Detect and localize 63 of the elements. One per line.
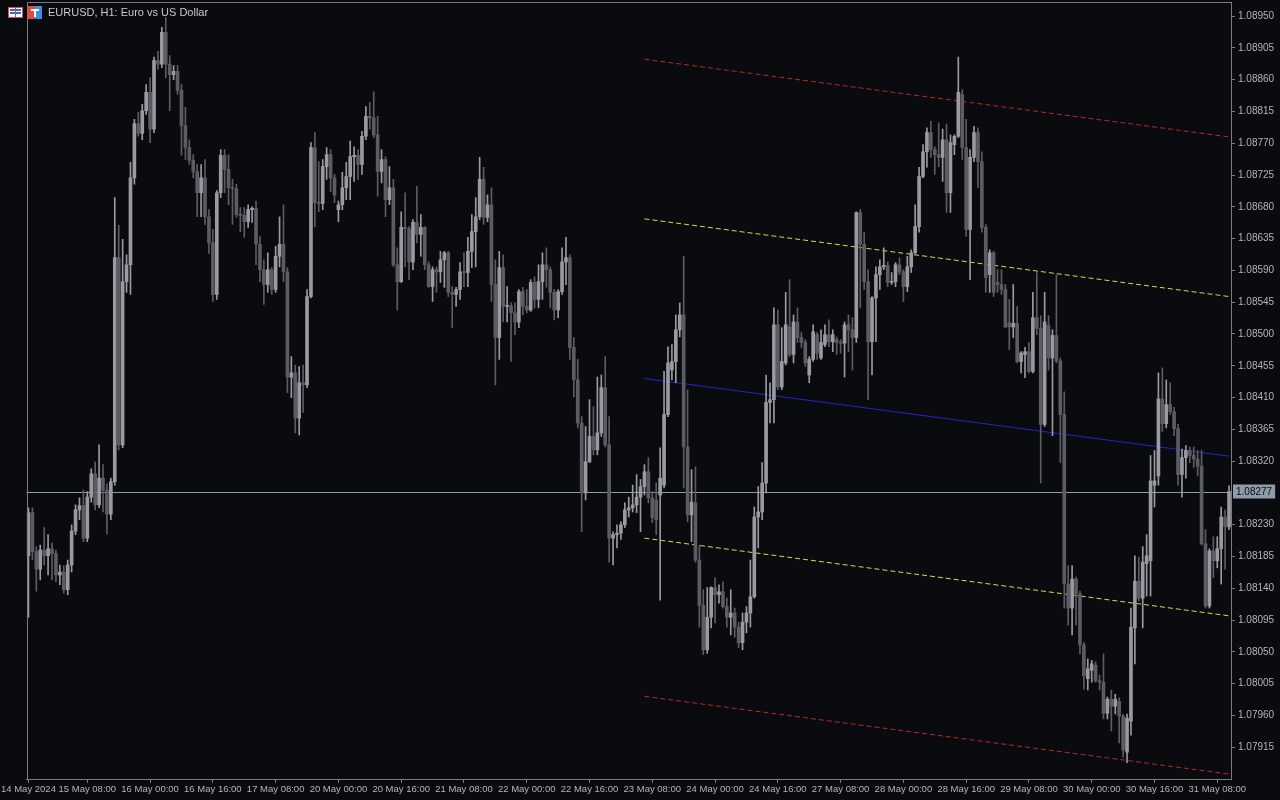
candlestick [1011, 284, 1016, 338]
x-tick-label: 16 May 00:00 [121, 783, 179, 795]
candlestick [509, 302, 513, 362]
y-tick-label: 1.08050 [1238, 645, 1275, 657]
y-tick-label: 1.08140 [1238, 582, 1275, 594]
y-tick-label: 1.08860 [1238, 73, 1275, 85]
candlestick [505, 286, 509, 323]
ref-line-label: 1.08277 [1236, 485, 1273, 497]
y-tick-label: 1.08095 [1238, 613, 1275, 625]
candlestick [717, 584, 721, 604]
chart-title: EURUSD, H1: Euro vs US Dollar [48, 6, 209, 18]
y-tick-label: 1.08905 [1238, 41, 1275, 53]
candlestick [462, 252, 466, 287]
y-tick-label: 1.08005 [1238, 677, 1275, 689]
y-tick-label: 1.08230 [1238, 518, 1275, 530]
x-tick-label: 15 May 08:00 [58, 783, 117, 795]
candlestick [58, 564, 62, 586]
x-tick-label: 20 May 16:00 [372, 783, 430, 795]
y-tick-label: 1.08950 [1238, 9, 1275, 21]
x-tick-label: 23 May 08:00 [623, 783, 682, 795]
x-tick-label: 24 May 00:00 [686, 783, 744, 795]
y-tick-label: 1.08545 [1238, 295, 1275, 307]
x-tick-label: 28 May 16:00 [937, 783, 995, 795]
x-tick-label: 31 May 08:00 [1188, 783, 1247, 795]
x-tick-label: 22 May 00:00 [497, 783, 556, 795]
y-tick-label: 1.08680 [1238, 200, 1275, 212]
x-tick-label: 14 May 2024 [1, 783, 56, 795]
candlestick [156, 51, 160, 70]
x-tick-label: 22 May 16:00 [560, 783, 619, 795]
candlestick [46, 534, 50, 576]
candlestick [301, 364, 305, 413]
y-tick-label: 1.08590 [1238, 264, 1275, 276]
x-tick-label: 17 May 08:00 [246, 783, 305, 795]
x-tick-label: 16 May 16:00 [184, 783, 242, 795]
x-tick-label: 28 May 00:00 [874, 783, 933, 795]
y-tick-label: 1.07960 [1238, 709, 1275, 721]
x-tick-label: 30 May 00:00 [1062, 783, 1121, 795]
y-tick-label: 1.08410 [1238, 391, 1275, 403]
x-tick-label: 30 May 16:00 [1125, 783, 1184, 795]
y-tick-label: 1.08770 [1238, 137, 1275, 149]
candlestick [50, 542, 54, 581]
candlestick [1223, 509, 1227, 570]
y-tick-label: 1.08635 [1238, 232, 1275, 244]
y-tick-label: 1.08455 [1238, 359, 1275, 371]
candlestick [242, 207, 247, 238]
candlestick [415, 186, 419, 244]
x-tick-label: 21 May 08:00 [435, 783, 493, 795]
candlestick [42, 527, 46, 566]
y-tick-label: 1.08185 [1238, 550, 1275, 562]
x-tick-label: 24 May 16:00 [749, 783, 807, 795]
y-tick-label: 1.08365 [1238, 423, 1275, 435]
y-tick-label: 1.08320 [1238, 454, 1275, 466]
candlestick [713, 577, 717, 624]
candlestick [834, 336, 839, 355]
candlestick [418, 214, 423, 257]
y-tick-label: 1.07915 [1238, 740, 1275, 752]
x-tick-label: 20 May 00:00 [309, 783, 368, 795]
candlestick [1023, 347, 1027, 379]
x-tick-label: 27 May 08:00 [811, 783, 870, 795]
y-tick-label: 1.08500 [1238, 327, 1275, 339]
x-tick-label: 29 May 08:00 [1000, 783, 1058, 795]
y-tick-label: 1.08725 [1238, 168, 1275, 180]
y-tick-label: 1.08815 [1238, 105, 1275, 117]
